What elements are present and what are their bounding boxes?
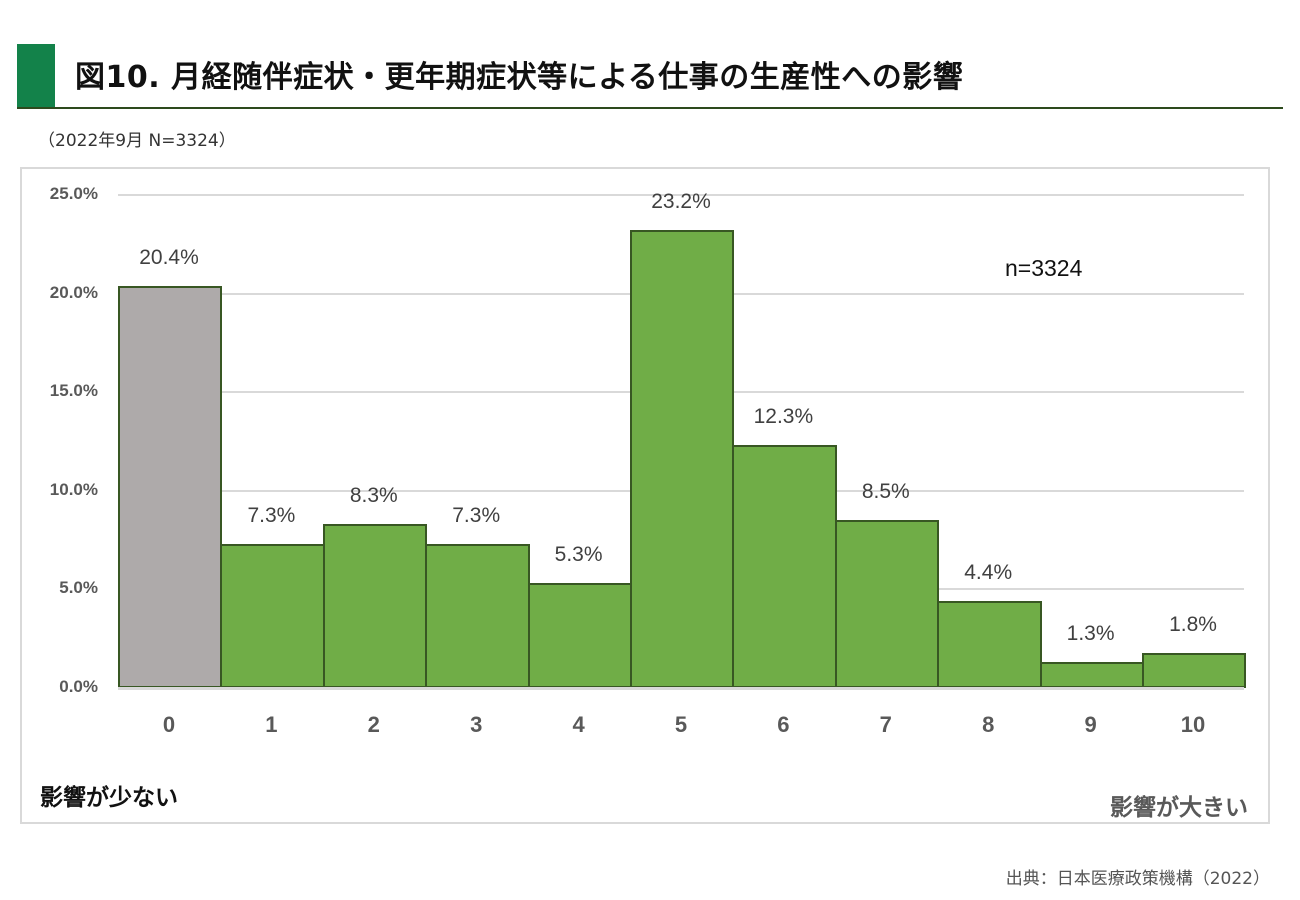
bar-3 (425, 544, 530, 688)
bar-value-label: 12.3% (753, 405, 814, 429)
gridline (118, 194, 1244, 196)
bar-value-label: 8.3% (349, 484, 398, 508)
bar-5 (630, 230, 735, 688)
y-axis-tick-label: 20.0% (49, 282, 98, 302)
bar-7 (834, 520, 940, 688)
x-axis-tick-label: 5 (674, 712, 688, 737)
bar-value-label: 4.4% (964, 561, 1013, 585)
bar-0 (118, 285, 223, 688)
bar-value-label: 1.3% (1066, 622, 1115, 646)
bar-value-label: 8.5% (861, 480, 910, 504)
x-axis-tick-label: 0 (162, 712, 176, 737)
title-divider (17, 107, 1283, 109)
chart-subtitle: （2022年9月 N=3324） (38, 131, 236, 151)
page-title: 図10. 月経随伴症状・更年期症状等による仕事の生産性への影響 (75, 60, 964, 95)
bar-value-label: 5.3% (554, 543, 603, 567)
y-axis-tick-label: 10.0% (49, 479, 98, 499)
x-axis-tick-label: 10 (1180, 712, 1206, 737)
bar-value-label: 1.8% (1169, 612, 1217, 636)
x-axis-tick-label: 4 (572, 712, 585, 737)
y-axis-tick-label: 25.0% (49, 184, 98, 203)
y-axis-tick-label: 5.0% (59, 578, 98, 598)
source-citation: 出典：日本医療政策機構（2022） (1005, 869, 1270, 889)
bar-9 (1039, 662, 1144, 688)
x-axis-line (118, 687, 1244, 690)
bar-4 (527, 583, 632, 688)
x-axis-tick-label: 1 (265, 712, 278, 737)
x-axis-tick-label: 2 (367, 712, 380, 737)
y-axis-tick-label: 15.0% (49, 381, 98, 401)
bar-value-label: 23.2% (651, 190, 711, 214)
bar-2 (322, 524, 428, 688)
bar-value-label: 7.3% (247, 504, 296, 528)
x-axis-tick-label: 6 (777, 712, 790, 737)
x-axis-tick-label: 3 (470, 712, 483, 737)
x-axis-tick-label: 8 (982, 712, 995, 737)
y-axis-tick-label: 0.0% (59, 677, 98, 696)
bar-10 (1142, 652, 1247, 688)
x-axis-tick-label: 9 (1084, 712, 1097, 737)
bar-8 (937, 601, 1042, 688)
low-impact-label: 影響が少ない (40, 785, 178, 811)
bar-value-label: 20.4% (139, 245, 199, 269)
high-impact-label: 影響が大きい (1110, 795, 1248, 821)
bar-value-label: 7.3% (452, 504, 501, 528)
sample-size-label: n=3324 (1005, 255, 1083, 281)
x-axis-tick-label: 7 (879, 712, 892, 737)
bar-6 (732, 445, 837, 688)
title-accent-bar (17, 44, 55, 108)
bar-1 (220, 544, 325, 688)
